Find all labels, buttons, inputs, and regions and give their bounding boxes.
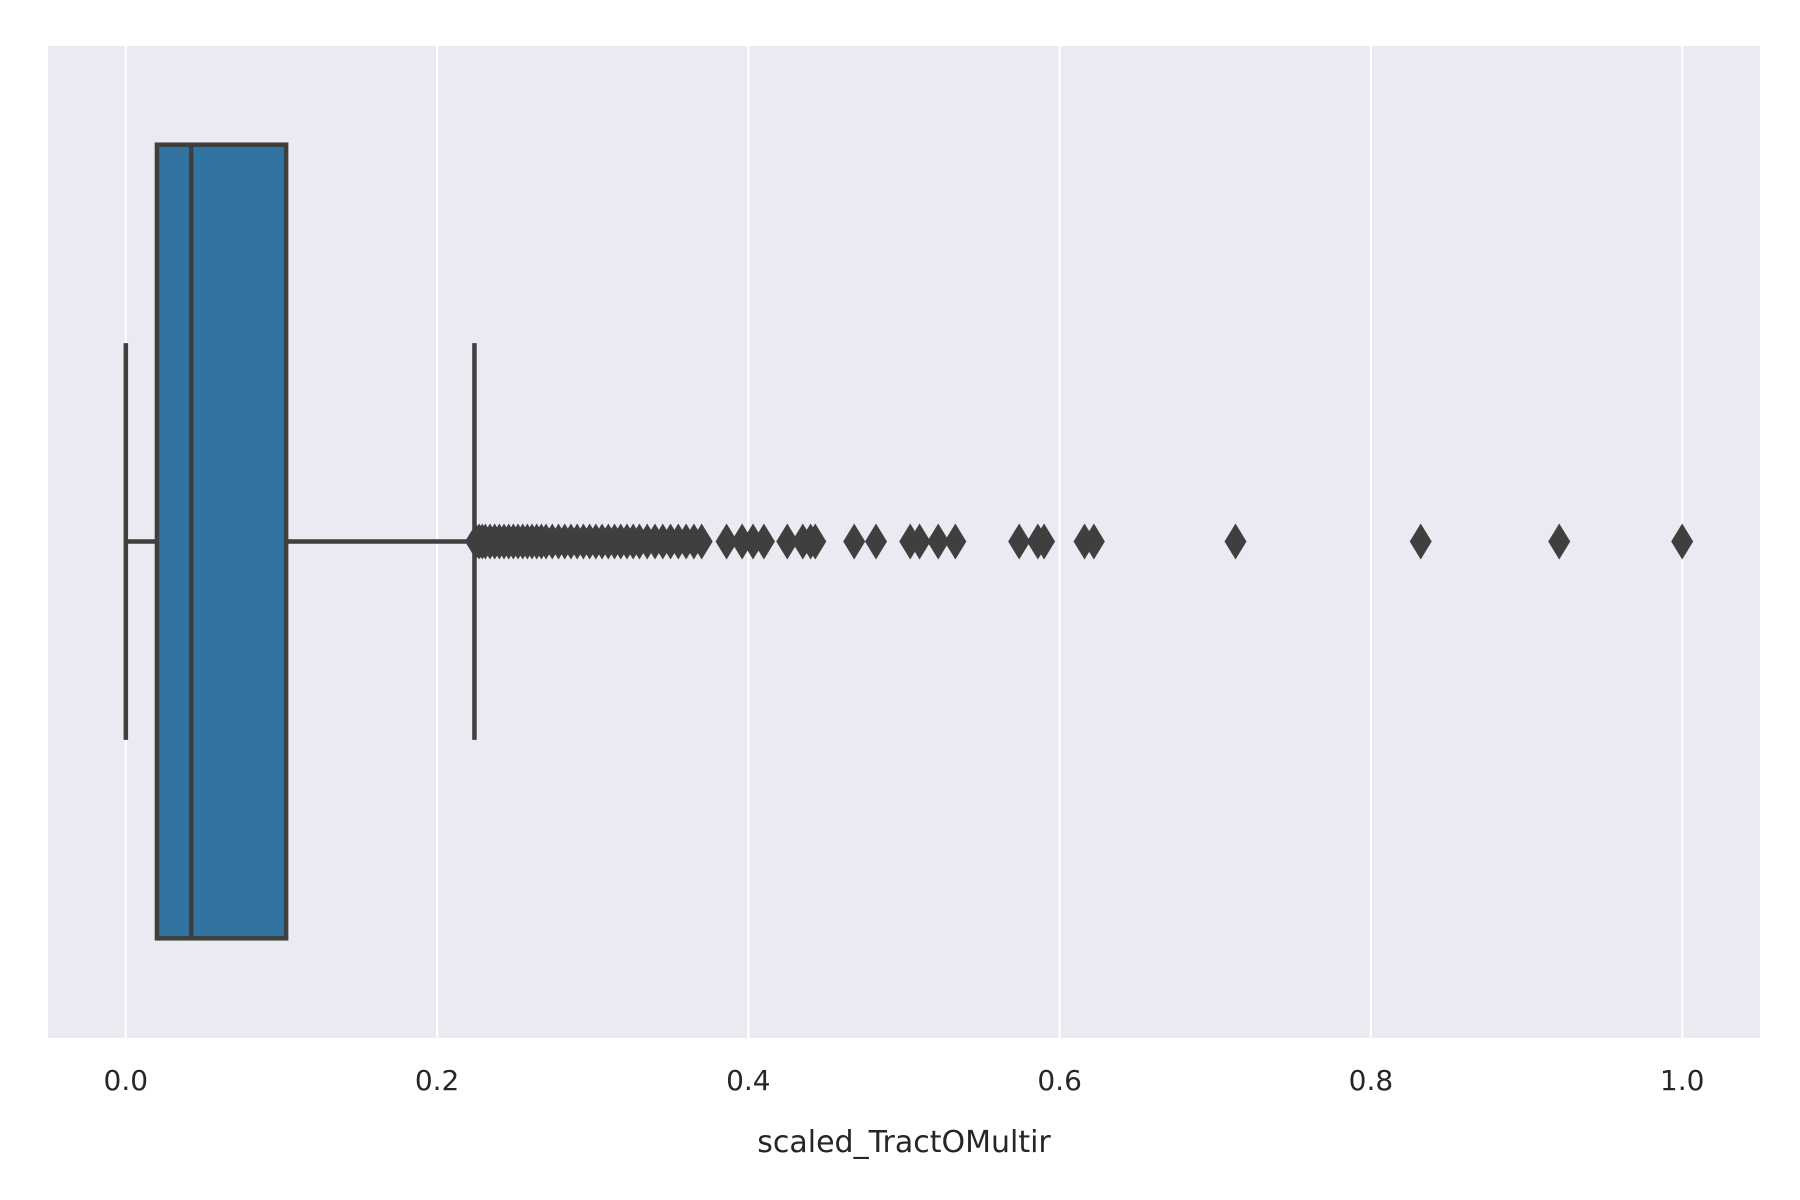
outlier-point-52 [927,523,950,560]
outlier-point-59 [1224,523,1247,560]
x-tick-label-5: 1.0 [1660,1064,1705,1097]
outlier-point-51 [908,523,931,560]
outlier-point-48 [843,523,866,560]
outlier-point-47 [804,523,827,560]
outlier-point-56 [1033,523,1056,560]
x-axis-label: scaled_TractOMultir [757,1125,1051,1160]
x-tick-label-0: 0.0 [104,1064,149,1097]
outlier-point-40 [715,523,738,560]
outlier-point-44 [776,523,799,560]
iqr-box [154,142,289,941]
outlier-point-49 [864,523,887,560]
outlier-point-39 [690,523,713,560]
outlier-point-60 [1409,523,1432,560]
outlier-markers [465,523,1694,560]
x-tick-label-2: 0.4 [726,1064,771,1097]
x-tick-label-1: 0.2 [415,1064,460,1097]
x-tick-label-3: 0.6 [1037,1064,1082,1097]
outlier-point-43 [752,523,775,560]
outlier-point-53 [944,523,967,560]
outlier-point-62 [1671,523,1694,560]
outlier-point-61 [1548,523,1571,560]
outlier-point-54 [1008,523,1031,560]
x-axis-ticks: 0.0 0.2 0.4 0.6 0.8 1.0 [104,1064,1705,1097]
outlier-point-58 [1082,523,1105,560]
x-tick-label-4: 0.8 [1349,1064,1394,1097]
